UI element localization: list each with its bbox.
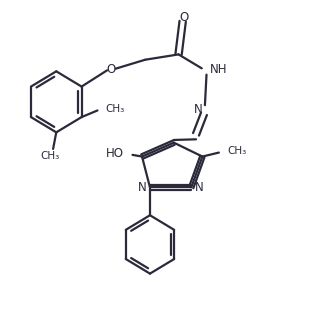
Text: N: N <box>137 181 146 194</box>
Text: N: N <box>194 103 202 116</box>
Text: HO: HO <box>106 148 123 161</box>
Text: CH₃: CH₃ <box>105 104 125 114</box>
Text: CH₃: CH₃ <box>40 151 60 161</box>
Text: O: O <box>180 11 189 24</box>
Text: N: N <box>195 181 204 194</box>
Text: NH: NH <box>210 63 228 76</box>
Text: O: O <box>107 63 116 76</box>
Text: CH₃: CH₃ <box>228 146 247 156</box>
